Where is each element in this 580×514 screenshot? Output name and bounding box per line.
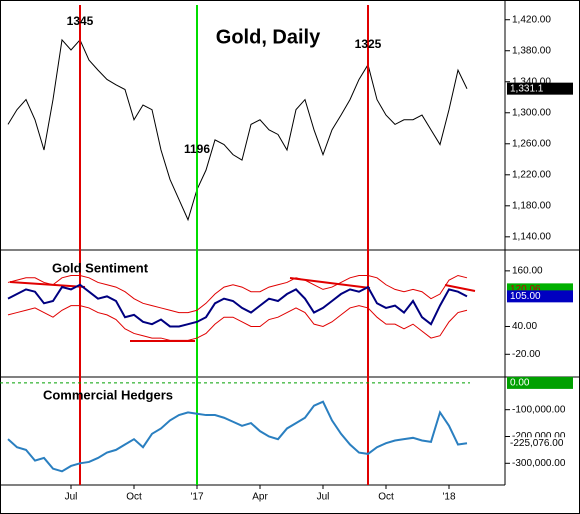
trend-line (9, 281, 86, 288)
x-tick-label: '18 (442, 492, 455, 503)
y-tick-label: 1,300.00 (512, 107, 551, 118)
value-box-label: 120.06 (510, 284, 541, 295)
y-tick-label: 1,180.00 (512, 200, 551, 211)
y-tick-label: 1,260.00 (512, 138, 551, 149)
data-line (7, 400, 468, 473)
y-tick-label: 1,420.00 (512, 14, 551, 25)
value-box-label: 105.00 (510, 291, 541, 302)
data-line (7, 305, 468, 341)
y-tick-label: 1,380.00 (512, 45, 551, 56)
value-box (507, 290, 573, 303)
x-tick-label: Jul (317, 492, 330, 503)
trend-line (444, 284, 476, 292)
annotation: 1325 (355, 37, 382, 51)
y-tick-label: 1,140.00 (512, 231, 551, 242)
x-tick-label: Apr (252, 492, 268, 503)
y-tick-label: 40.00 (512, 321, 537, 332)
value-box-label: 0.00 (510, 378, 530, 389)
y-tick-label: -100,000.00 (512, 404, 566, 415)
value-box-label: -225,076.00 (510, 438, 564, 449)
y-tick-label: 1,220.00 (512, 169, 551, 180)
x-tick-label: Jul (65, 492, 78, 503)
y-tick-label: 1,340.00 (512, 76, 551, 87)
panel-title: Gold Sentiment (52, 260, 149, 275)
y-tick-label: 160.00 (512, 265, 543, 276)
y-tick-label: -200,000.00 (512, 431, 566, 442)
data-line (7, 38, 468, 222)
panel-title: Commercial Hedgers (43, 387, 173, 402)
panel-title: Gold, Daily (216, 26, 321, 48)
x-tick-label: Oct (378, 492, 394, 503)
annotation: 1345 (67, 14, 94, 28)
value-box (507, 437, 573, 450)
value-box (507, 82, 573, 95)
data-line (7, 283, 468, 328)
y-tick-label: -20.00 (512, 349, 541, 360)
data-line (7, 274, 468, 314)
x-tick-label: Oct (126, 492, 142, 503)
value-box (507, 376, 573, 389)
value-box-label: 1,331.1 (510, 83, 544, 94)
y-tick-label: -300,000.00 (512, 458, 566, 469)
annotation: 1196 (184, 142, 210, 156)
x-tick-label: '17 (190, 492, 203, 503)
